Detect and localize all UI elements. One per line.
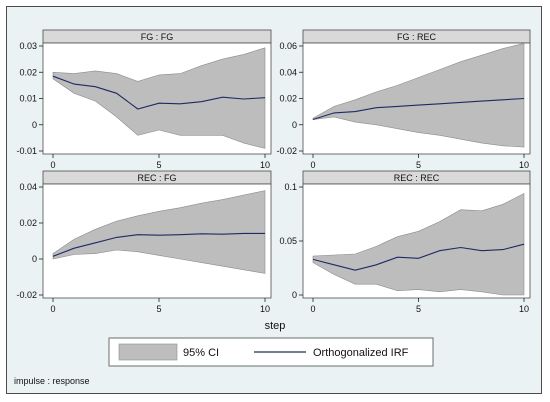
x-tick-label: 5 (416, 304, 421, 314)
y-tick-label: 0.02 (19, 67, 37, 77)
y-tick-label: 0.02 (19, 218, 37, 228)
panel-rec-fg: REC : FG -0.02 0 0.02 0.04 0 5 10 (16, 170, 272, 314)
y-tick-label: 0.1 (284, 182, 297, 192)
irf-line (52, 232, 265, 257)
ci-band (312, 193, 525, 296)
y-tick-label: 0.01 (19, 94, 37, 104)
irf-line (52, 75, 266, 110)
panel-title: REC : FG (137, 173, 176, 183)
panel-fg-rec: FG : REC -0.02 0 0.02 0.04 0.06 0 5 10 (276, 29, 531, 170)
y-tick-label: -0.02 (16, 290, 37, 300)
x-tick-label: 0 (310, 160, 315, 170)
y-tick-label: 0.06 (279, 41, 297, 51)
y-tick-label: 0.03 (19, 41, 37, 51)
y-tick-label: 0.04 (279, 67, 297, 77)
y-tick-label: -0.02 (276, 146, 297, 156)
x-tick-label: 10 (260, 304, 270, 314)
irf-line (312, 243, 525, 271)
ci-band (312, 43, 525, 148)
panel-title: REC : REC (394, 173, 440, 183)
x-tick-label: 10 (260, 160, 270, 170)
x-tick-label: 0 (310, 304, 315, 314)
ci-band (52, 190, 266, 274)
graph-note: impulse : response (14, 376, 90, 386)
x-tick-label: 0 (50, 160, 55, 170)
x-tick-label: 5 (156, 304, 161, 314)
y-tick-label: 0.04 (19, 182, 37, 192)
panel-rec-rec: REC : REC 0 0.05 0.1 0 5 10 (279, 170, 531, 314)
y-tick-label: -0.01 (16, 146, 37, 156)
y-tick-label: 0 (292, 120, 297, 130)
legend-label-irf: Orthogonalized IRF (313, 347, 409, 359)
y-tick-label: 0 (32, 120, 37, 130)
legend-label-ci: 95% CI (183, 347, 219, 359)
y-tick-label: 0 (292, 290, 297, 300)
x-tick-label: 5 (416, 160, 421, 170)
irf-line (312, 97, 525, 121)
x-tick-label: 10 (519, 160, 529, 170)
panel-fg-fg: FG : FG -0.01 0 0.01 0.02 0.03 0 5 10 (16, 29, 272, 170)
panel-title: FG : REC (397, 32, 437, 42)
ci-band (52, 47, 266, 149)
legend-ci-swatch (118, 343, 178, 361)
y-tick-label: 0 (32, 254, 37, 264)
x-tick-label: 0 (50, 304, 55, 314)
x-tick-label: 10 (519, 304, 529, 314)
x-tick-label: 5 (156, 160, 161, 170)
x-axis-title: step (265, 320, 286, 332)
legend: 95% CI Orthogonalized IRF (108, 337, 434, 367)
panel-title: FG : FG (141, 32, 174, 42)
y-tick-label: 0.05 (279, 236, 297, 246)
y-tick-label: 0.02 (279, 94, 297, 104)
